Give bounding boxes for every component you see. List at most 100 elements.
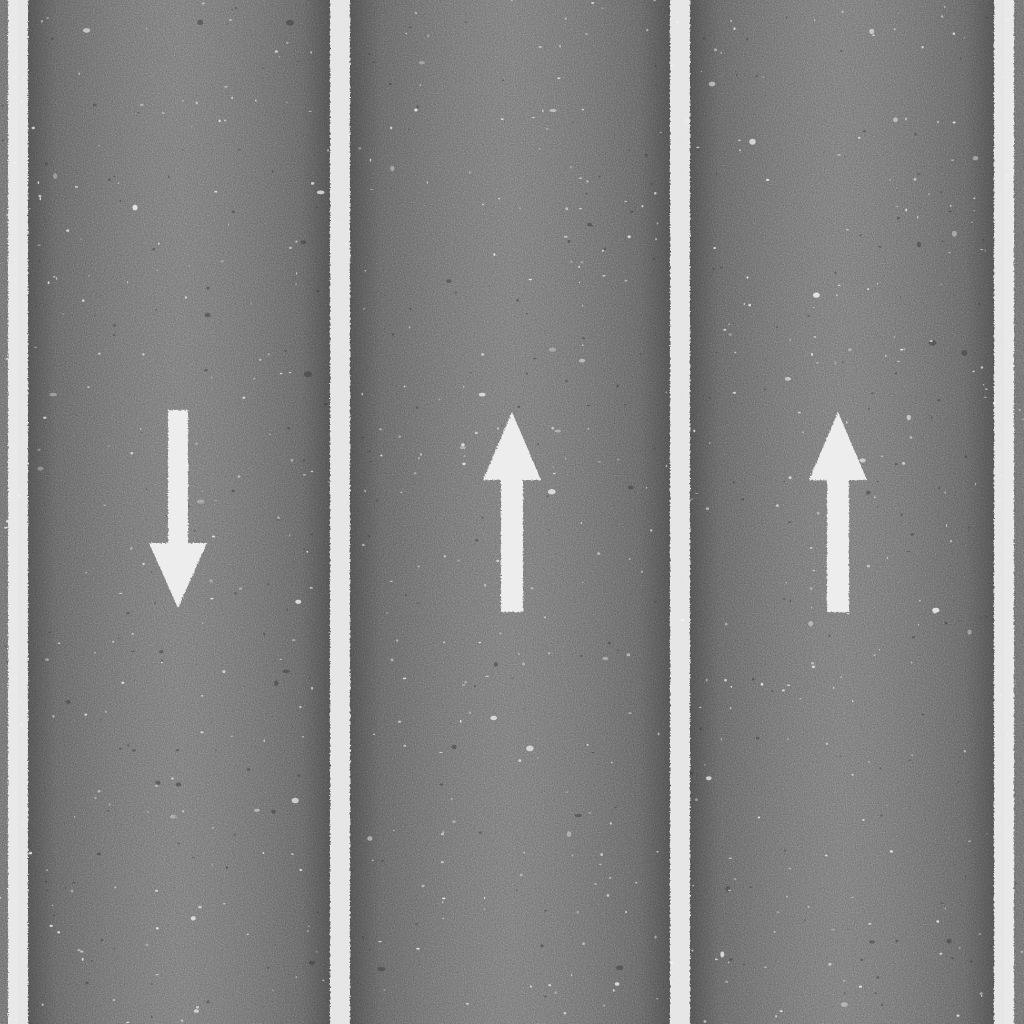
asphalt-speckle (755, 75, 759, 78)
asphalt-speckle (66, 229, 70, 232)
asphalt-speckle (48, 631, 52, 633)
asphalt-speckle (624, 403, 627, 406)
asphalt-speckle (485, 675, 489, 677)
asphalt-speckle (117, 637, 120, 639)
asphalt-speckle (896, 205, 899, 208)
asphalt-speckle (369, 461, 373, 463)
asphalt-speckle (191, 126, 193, 128)
asphalt-speckle (196, 499, 205, 504)
asphalt-speckle (944, 907, 946, 910)
asphalt-speckle (828, 962, 832, 966)
asphalt-speckle (808, 621, 814, 627)
asphalt-speckle (263, 632, 266, 636)
asphalt-speckle (361, 436, 365, 439)
asphalt-speckle (909, 436, 913, 439)
asphalt-speckle (530, 587, 534, 590)
asphalt-speckle (246, 933, 250, 935)
lane-lines (8, 0, 1014, 1024)
asphalt-speckle (616, 384, 620, 388)
asphalt-speckle (967, 629, 972, 635)
asphalt-speckle (427, 34, 430, 38)
arrow-shape (483, 412, 541, 612)
asphalt-speckle (659, 131, 662, 134)
asphalt-speckle (526, 745, 534, 752)
asphalt-speckle (37, 244, 41, 246)
asphalt-speckle (729, 958, 733, 961)
asphalt-speckle (911, 636, 916, 639)
asphalt-speckle (46, 17, 49, 19)
asphalt-speckle (728, 333, 732, 336)
asphalt-speckle (702, 37, 705, 40)
asphalt-speckle (816, 361, 819, 364)
asphalt-speckle (258, 358, 262, 361)
asphalt-speckle (807, 905, 810, 909)
asphalt-speckle (579, 358, 586, 363)
asphalt-speckle (952, 32, 956, 35)
asphalt-speckle (526, 312, 528, 315)
asphalt-speckle (699, 727, 703, 731)
asphalt-speckle (297, 774, 301, 777)
asphalt-speckle (114, 886, 117, 889)
asphalt-speckle (724, 622, 728, 626)
asphalt-speckle (34, 346, 38, 348)
asphalt-speckle (899, 296, 902, 298)
asphalt-speckle (860, 958, 864, 961)
asphalt-speckle (941, 15, 944, 18)
asphalt-speckle (839, 676, 843, 679)
asphalt-speckle (690, 771, 693, 775)
asphalt-speckle (597, 552, 601, 555)
asphalt-speckle (159, 650, 164, 654)
asphalt-speckle (978, 303, 981, 305)
asphalt-speckle (961, 350, 968, 356)
asphalt-speckle (653, 257, 656, 260)
asphalt-speckle (519, 873, 523, 877)
asphalt-speckle (226, 23, 228, 25)
asphalt-speckle (841, 10, 844, 14)
asphalt-speckle (361, 544, 365, 546)
asphalt-speckle (516, 299, 519, 302)
asphalt-speckle (5, 358, 9, 360)
asphalt-speckle (944, 621, 948, 625)
asphalt-speckle (368, 450, 371, 453)
asphalt-speckle (616, 649, 620, 651)
asphalt-speckle (893, 117, 898, 123)
asphalt-speckle (902, 461, 906, 465)
asphalt-speckle (523, 707, 526, 710)
asphalt-speckle (599, 863, 602, 865)
asphalt-speckle (426, 181, 429, 184)
asphalt-speckle (286, 427, 291, 430)
asphalt-speckle (930, 416, 933, 419)
asphalt-speckle (277, 519, 280, 521)
asphalt-speckle (53, 173, 58, 179)
asphalt-speckle (714, 48, 717, 52)
asphalt-speckle (321, 979, 325, 981)
asphalt-speckle (40, 20, 44, 23)
asphalt-speckle (581, 337, 586, 340)
asphalt-speckle (540, 944, 544, 948)
asphalt-speckle (1, 139, 4, 142)
asphalt-speckle (862, 818, 865, 821)
asphalt-speckle (893, 28, 896, 31)
asphalt-speckle (557, 77, 561, 80)
asphalt-speckle (288, 246, 293, 249)
asphalt-speckle (741, 498, 745, 501)
asphalt-speckle (904, 347, 906, 351)
asphalt-speckle (646, 28, 649, 32)
asphalt-speckle (760, 682, 764, 686)
asphalt-speckle (191, 856, 195, 859)
asphalt-speckle (729, 707, 732, 710)
asphalt-speckle (612, 989, 615, 992)
asphalt-speckle (261, 67, 265, 69)
asphalt-speckle (834, 271, 837, 274)
asphalt-speckle (851, 773, 854, 776)
asphalt-speckle (392, 829, 395, 832)
asphalt-speckle (776, 326, 779, 329)
asphalt-speckle (176, 749, 180, 752)
asphalt-speckle (564, 457, 567, 460)
asphalt-speckle (929, 340, 933, 342)
asphalt-speckle (290, 459, 294, 462)
asphalt-speckle (215, 749, 217, 751)
asphalt-speckle (452, 820, 456, 823)
asphalt-speckle (748, 303, 751, 307)
